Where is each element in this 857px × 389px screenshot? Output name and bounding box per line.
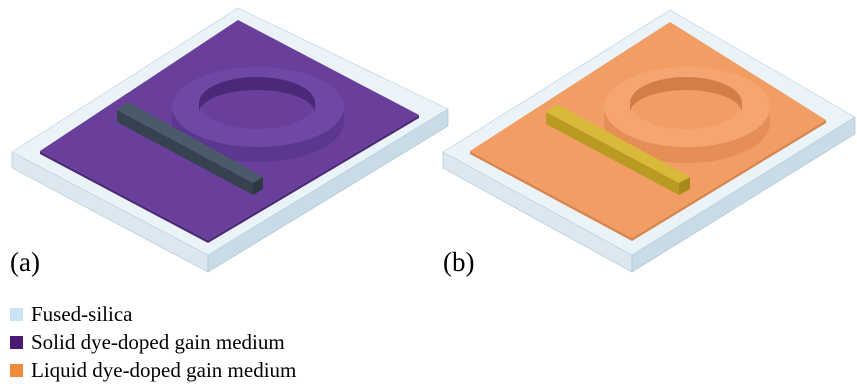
waveguide-b-top: [546, 104, 690, 183]
fused-silica-swatch: [10, 307, 23, 321]
panel-a-label: (a): [10, 247, 40, 277]
ring-b-top: [604, 67, 770, 147]
ring-b-outer-wall: [604, 107, 770, 163]
ring-b-inner-wall: [630, 77, 742, 113]
ring-a-top: [172, 67, 344, 147]
panel-a: (a): [10, 7, 449, 277]
panel-b-label: (b): [443, 247, 474, 277]
ring-resonator-a: [172, 67, 344, 162]
bus-waveguide-a: [117, 102, 263, 195]
legend-item-liquid-medium: Liquid dye-doped gain medium: [10, 356, 296, 384]
legend-label-solid-medium: Solid dye-doped gain medium: [31, 329, 285, 354]
liquid-medium-swatch: [10, 363, 23, 377]
legend-item-solid-medium: Solid dye-doped gain medium: [10, 328, 296, 356]
ring-resonator-b: [604, 67, 770, 163]
legend-label-liquid-medium: Liquid dye-doped gain medium: [31, 357, 297, 382]
bus-waveguide-b: [546, 104, 690, 195]
ring-a-inner-wall: [199, 77, 315, 113]
waveguide-a-side: [117, 110, 253, 195]
waveguide-a-top: [117, 102, 263, 183]
legend-item-fused-silica: Fused-silica: [10, 300, 296, 328]
legend-label-fused-silica: Fused-silica: [31, 301, 133, 326]
panel-b: (b): [442, 9, 856, 277]
legend: Fused-silica Solid dye-doped gain medium…: [10, 300, 296, 384]
solid-medium-swatch: [10, 335, 23, 349]
waveguide-b-side: [546, 112, 679, 195]
ring-a-outer-wall: [172, 107, 344, 162]
